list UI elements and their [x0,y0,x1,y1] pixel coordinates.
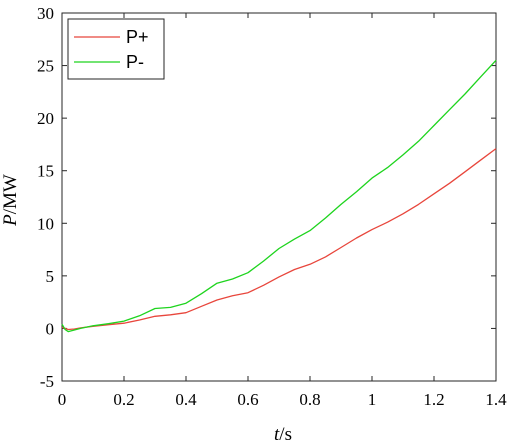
y-tick-label: 30 [37,4,54,23]
plot-frame [61,12,497,382]
x-tick-label: 1.2 [423,390,444,409]
x-tick-label: 1.4 [485,390,507,409]
y-tick-label: 10 [37,214,54,233]
legend-label: P- [126,52,144,72]
x-tick-label: 0.8 [299,390,320,409]
series-lines [61,59,497,333]
x-axis-label: t/s [274,424,292,445]
legend-label: P+ [126,27,149,47]
x-tick-label: 0.6 [237,390,258,409]
y-axis-variable: P [0,214,21,227]
y-axis-unit: /MW [0,174,21,214]
y-tick-label: 20 [37,109,54,128]
y-tick-label: 0 [46,319,55,338]
x-tick-label: 1 [368,390,377,409]
legend-box [67,18,165,80]
legend: P+ P- [67,18,165,80]
y-tick-label: 25 [37,57,54,76]
y-tick-label: 15 [37,162,54,181]
x-tick-label: 0.2 [113,390,134,409]
x-axis-unit: /s [279,424,292,445]
x-axis-variable: t [274,424,280,445]
x-tick-label: 0.4 [175,390,197,409]
y-tick-label: -5 [40,372,54,391]
x-tick-label: 0 [58,390,67,409]
series-line-p-minus [61,59,497,333]
y-tick-label: 5 [46,267,55,286]
y-axis-label: P/MW [0,174,21,227]
